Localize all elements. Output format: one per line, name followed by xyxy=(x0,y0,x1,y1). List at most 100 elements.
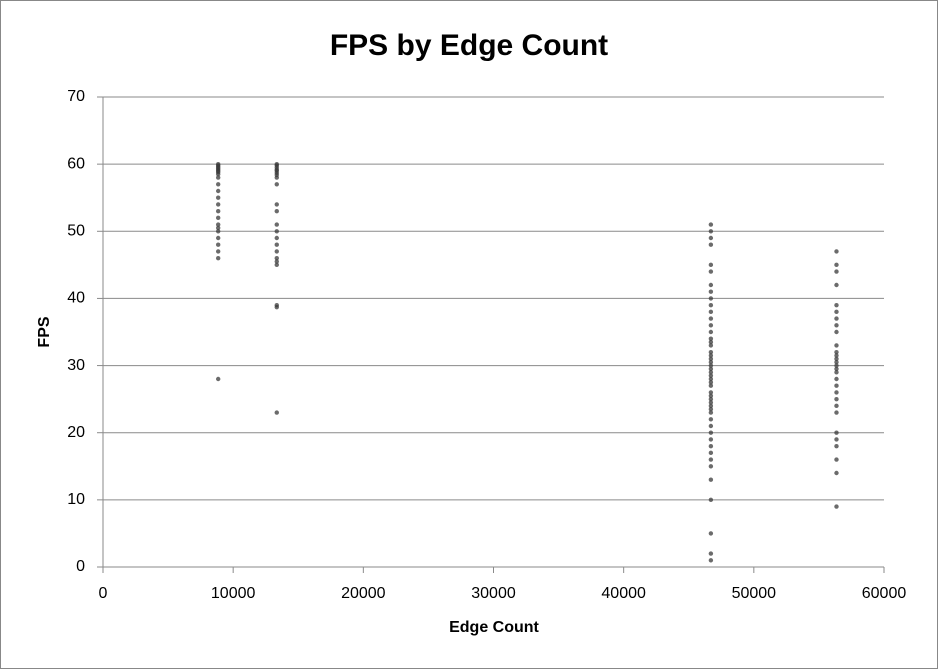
point xyxy=(215,195,221,200)
point xyxy=(708,323,714,328)
point xyxy=(834,353,839,358)
point xyxy=(708,339,714,345)
point xyxy=(834,282,839,288)
point xyxy=(215,188,221,194)
point xyxy=(834,349,839,355)
point xyxy=(834,403,839,409)
point xyxy=(708,457,714,462)
point xyxy=(708,430,714,435)
point xyxy=(274,175,279,180)
point xyxy=(215,172,221,177)
point xyxy=(834,356,839,362)
point xyxy=(708,390,714,395)
y-tick-label: 10 xyxy=(67,491,85,508)
point xyxy=(274,229,279,234)
point xyxy=(834,360,839,365)
point xyxy=(708,437,714,442)
point xyxy=(708,366,714,372)
point xyxy=(708,423,714,429)
x-tick-label: 10000 xyxy=(211,585,256,602)
point xyxy=(708,302,714,308)
point xyxy=(708,551,714,556)
chart-title: FPS by Edge Count xyxy=(330,29,608,62)
point xyxy=(708,370,714,375)
point xyxy=(215,182,221,187)
point xyxy=(708,242,714,247)
point xyxy=(708,269,714,274)
point xyxy=(274,235,279,241)
point xyxy=(834,470,839,476)
point xyxy=(274,410,279,415)
point xyxy=(708,410,714,415)
point xyxy=(834,309,839,315)
point xyxy=(834,329,839,335)
point xyxy=(708,393,714,398)
point xyxy=(708,376,714,382)
point xyxy=(274,259,279,264)
point xyxy=(708,497,714,503)
point xyxy=(215,215,221,221)
y-tick-label: 50 xyxy=(67,223,85,240)
point xyxy=(708,349,714,355)
point xyxy=(834,457,839,462)
point xyxy=(708,363,714,368)
point xyxy=(708,316,714,321)
y-tick-label: 60 xyxy=(67,155,85,172)
point xyxy=(834,383,839,388)
point xyxy=(708,329,714,335)
point xyxy=(215,175,221,180)
point xyxy=(834,396,839,402)
y-tick-label: 70 xyxy=(67,88,85,105)
point xyxy=(834,366,839,372)
point xyxy=(708,477,714,482)
point xyxy=(708,353,714,358)
point xyxy=(708,235,714,241)
point xyxy=(215,208,221,214)
x-tick-label: 0 xyxy=(99,585,108,602)
point xyxy=(708,380,714,385)
x-tick-label: 30000 xyxy=(471,585,516,602)
point xyxy=(834,269,839,274)
point xyxy=(834,316,839,321)
point xyxy=(708,403,714,409)
point xyxy=(708,373,714,378)
point xyxy=(215,376,221,382)
point xyxy=(834,376,839,382)
x-tick-label: 40000 xyxy=(601,585,646,602)
point xyxy=(834,343,839,348)
point xyxy=(834,504,839,509)
point xyxy=(274,222,279,227)
point xyxy=(834,390,839,395)
point xyxy=(215,235,221,241)
point xyxy=(274,202,279,207)
y-tick-label: 40 xyxy=(67,290,85,307)
point xyxy=(708,229,714,234)
point xyxy=(274,208,279,214)
point xyxy=(274,182,279,187)
point xyxy=(834,443,839,449)
y-tick-label: 0 xyxy=(76,558,85,575)
y-tick-label: 30 xyxy=(67,357,85,374)
point xyxy=(274,242,279,247)
point xyxy=(274,262,279,268)
point xyxy=(708,356,714,362)
point xyxy=(708,222,714,227)
point xyxy=(215,202,221,207)
point xyxy=(834,249,839,254)
point xyxy=(215,222,221,227)
point xyxy=(834,430,839,435)
point xyxy=(708,360,714,365)
point xyxy=(708,383,714,388)
point xyxy=(708,450,714,456)
point xyxy=(708,289,714,294)
point xyxy=(274,255,279,261)
point xyxy=(708,417,714,422)
point xyxy=(708,309,714,315)
point xyxy=(708,464,714,469)
point xyxy=(708,296,714,301)
point xyxy=(834,410,839,415)
x-tick-label: 60000 xyxy=(862,585,907,602)
point xyxy=(708,407,714,412)
